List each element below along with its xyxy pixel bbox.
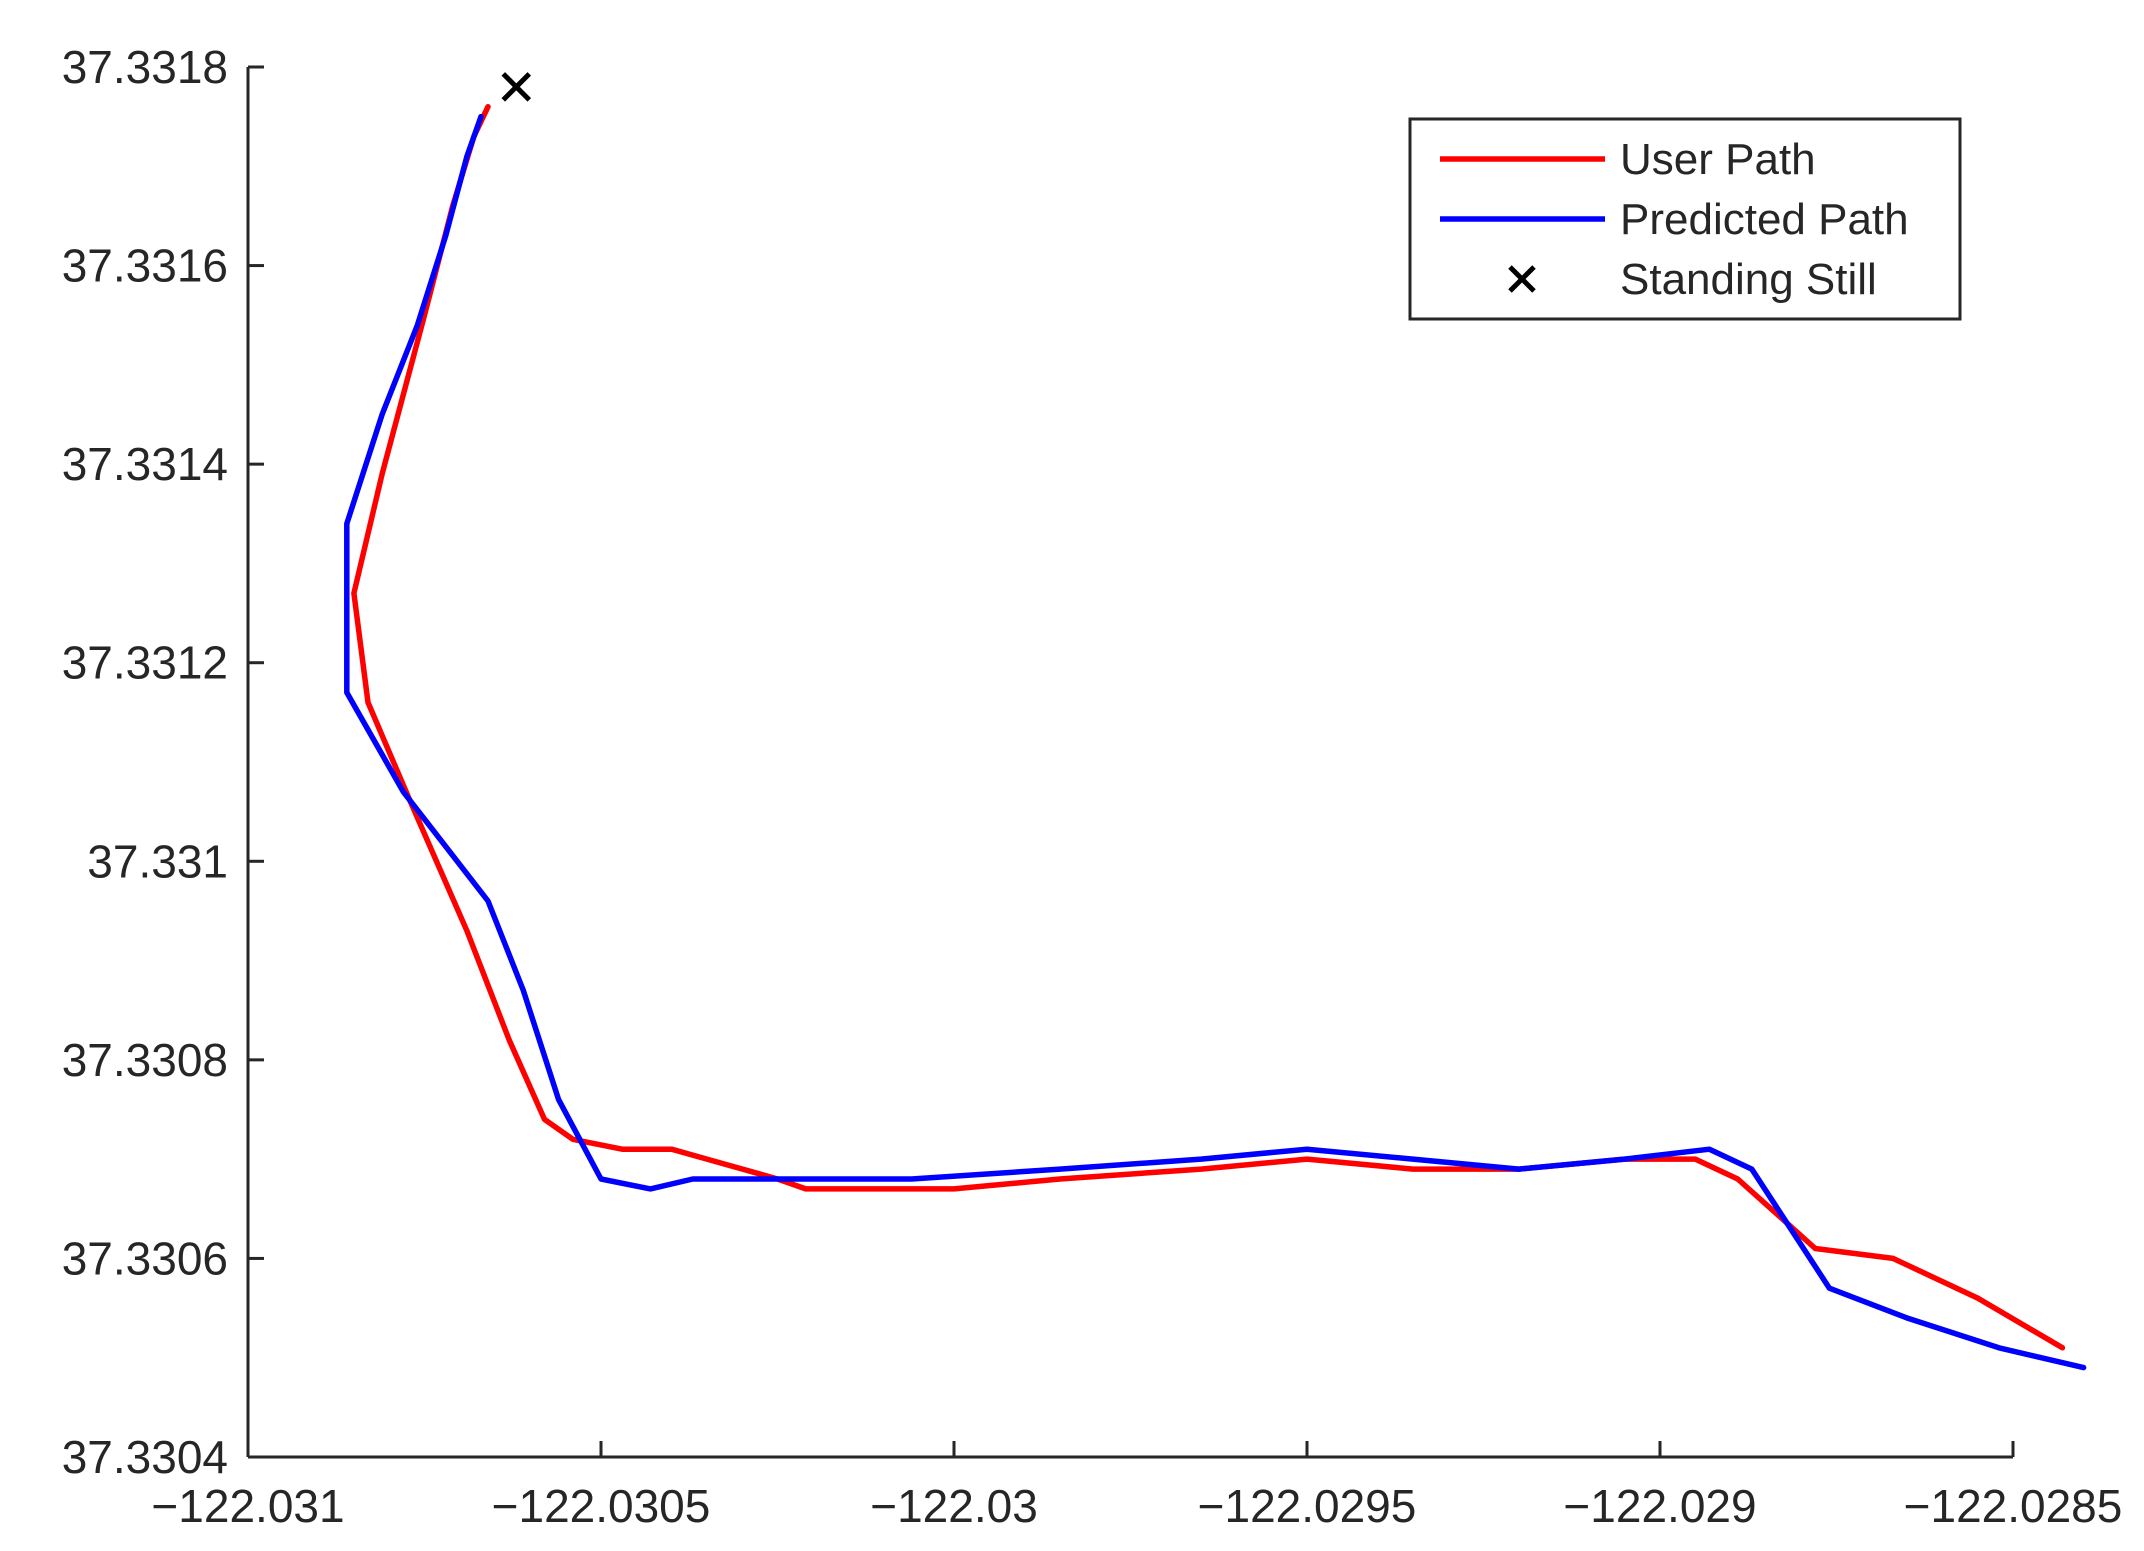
x-tick-label: −122.0305 <box>492 1480 711 1532</box>
x-tick-label: −122.0295 <box>1198 1480 1417 1532</box>
legend-label-predicted-path: Predicted Path <box>1620 195 1909 244</box>
x-tick-label: −122.031 <box>151 1480 344 1532</box>
series-line-predicted-path <box>344 113 2087 1371</box>
y-tick-label: 37.3316 <box>62 240 228 292</box>
marker-layer <box>501 72 532 102</box>
y-tick-label: 37.3306 <box>62 1232 228 1284</box>
y-tick-label: 37.3304 <box>62 1431 228 1483</box>
y-tick-label: 37.3312 <box>62 637 228 689</box>
legend-label-standing-still: Standing Still <box>1620 255 1877 304</box>
axes: −122.031 −122.0305 −122.03 −122.0295 −122.02… <box>62 41 2123 1532</box>
legend-label-user-path: User Path <box>1620 135 1816 184</box>
standing-still-marker <box>501 72 532 102</box>
legend: User Path Predicted Path Standing Still <box>1408 117 1962 321</box>
y-tick-label: 37.3318 <box>62 41 228 93</box>
legend-swatch-standing-still <box>1508 265 1536 293</box>
series-layer <box>344 103 2087 1371</box>
x-tick-label: −122.029 <box>1563 1480 1756 1532</box>
x-tick-label: −122.03 <box>870 1480 1038 1532</box>
x-tick-label: −122.0285 <box>1904 1480 2123 1532</box>
y-tick-label: 37.331 <box>87 835 228 887</box>
y-tick-label: 37.3314 <box>62 438 228 490</box>
y-tick-label: 37.3308 <box>62 1034 228 1086</box>
